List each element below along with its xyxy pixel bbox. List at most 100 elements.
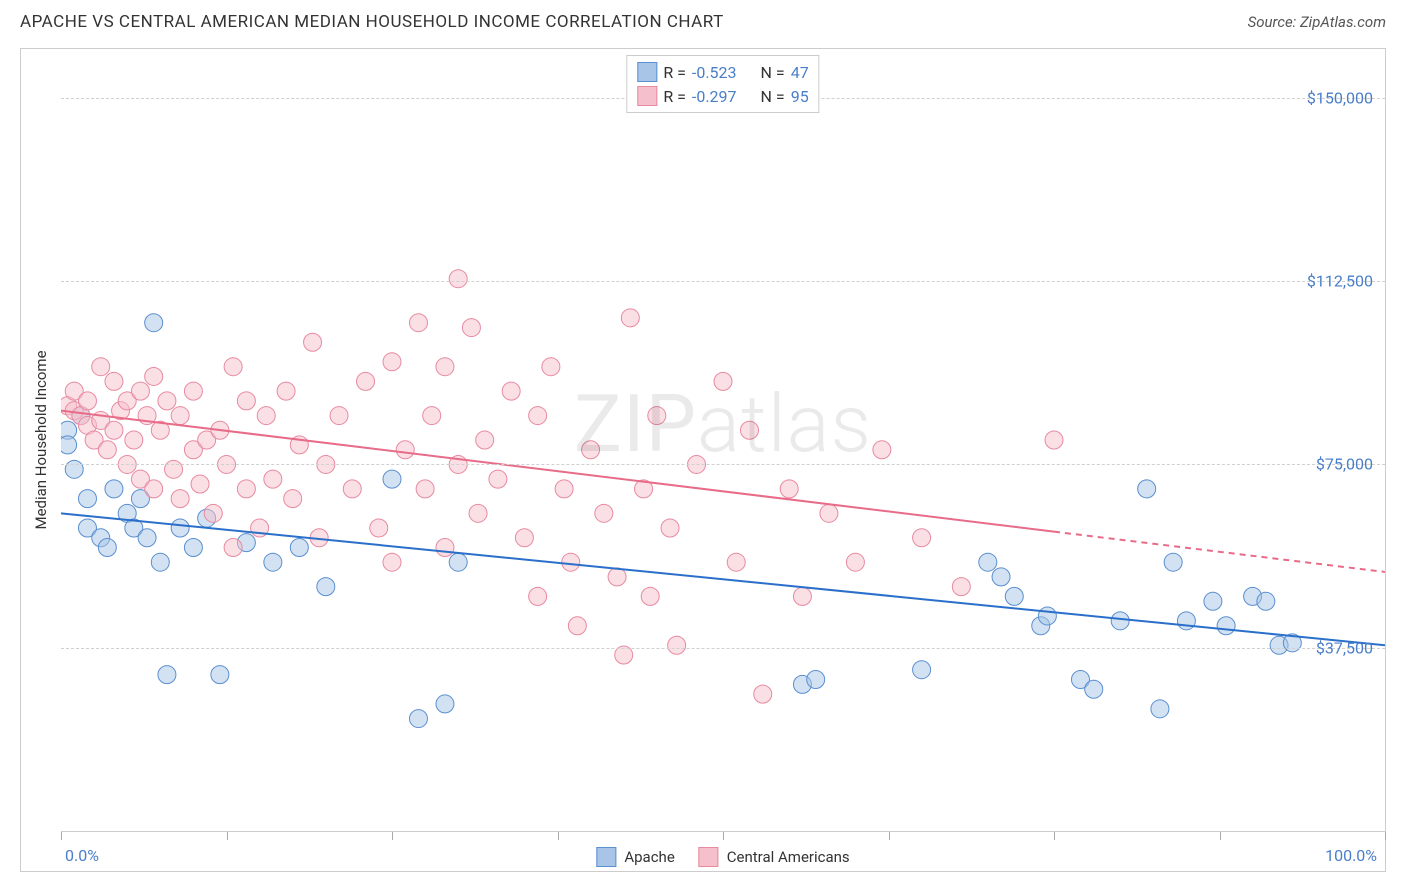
scatter-point <box>489 470 507 488</box>
scatter-point <box>615 646 633 664</box>
series-legend-label: Apache <box>624 848 674 866</box>
scatter-point <box>1151 700 1169 718</box>
x-tick <box>1385 832 1386 840</box>
legend-swatch <box>699 847 719 867</box>
scatter-point <box>1038 607 1056 625</box>
scatter-point <box>1085 680 1103 698</box>
scatter-point <box>846 553 864 571</box>
scatter-point <box>145 314 163 332</box>
scatter-point <box>131 382 149 400</box>
scatter-point <box>125 431 143 449</box>
x-tick <box>227 832 228 840</box>
legend-n-label: N = <box>761 87 785 106</box>
y-tick-label: $150,000 <box>1307 88 1373 107</box>
scatter-point <box>158 392 176 410</box>
scatter-point <box>98 539 116 557</box>
scatter-point <box>648 407 666 425</box>
x-tick <box>392 832 393 840</box>
scatter-point <box>436 539 454 557</box>
scatter-point <box>343 480 361 498</box>
scatter-point <box>409 710 427 728</box>
scatter-point <box>1111 612 1129 630</box>
gridline-h <box>61 648 1385 649</box>
scatter-point <box>436 695 454 713</box>
chart-container: Median Household Income ZIPatlas R =-0.5… <box>20 48 1386 872</box>
scatter-point <box>257 407 275 425</box>
scatter-point <box>416 480 434 498</box>
scatter-point <box>469 504 487 522</box>
scatter-point <box>165 460 183 478</box>
scatter-point <box>396 441 414 459</box>
x-tick <box>889 832 890 840</box>
plot-area: ZIPatlas R =-0.523N =47R =-0.297N =95 $3… <box>61 49 1385 831</box>
scatter-point <box>105 480 123 498</box>
legend-r-value: -0.523 <box>692 63 737 82</box>
scatter-point <box>171 490 189 508</box>
scatter-point <box>714 372 732 390</box>
scatter-point <box>641 587 659 605</box>
scatter-point <box>317 578 335 596</box>
y-tick-label: $37,500 <box>1316 638 1373 657</box>
scatter-point <box>661 519 679 537</box>
correlation-legend: R =-0.523N =47R =-0.297N =95 <box>626 55 819 113</box>
scatter-point <box>449 270 467 288</box>
scatter-point <box>383 353 401 371</box>
scatter-point <box>78 490 96 508</box>
series-legend-label: Central Americans <box>727 848 850 866</box>
scatter-point <box>502 382 520 400</box>
y-tick-label: $75,000 <box>1316 455 1373 474</box>
legend-r-value: -0.297 <box>692 87 737 106</box>
gridline-h <box>61 464 1385 465</box>
scatter-point <box>1164 553 1182 571</box>
scatter-point <box>807 670 825 688</box>
scatter-point <box>462 319 480 337</box>
x-axis: 0.0% 100.0% ApacheCentral Americans <box>61 831 1385 871</box>
gridline-h <box>61 281 1385 282</box>
scatter-point <box>568 617 586 635</box>
scatter-point <box>171 519 189 537</box>
scatter-point <box>211 666 229 684</box>
scatter-point <box>562 553 580 571</box>
legend-swatch <box>637 86 657 106</box>
legend-swatch <box>596 847 616 867</box>
legend-r-label: R = <box>663 63 686 82</box>
source-attribution: Source: ZipAtlas.com <box>1248 13 1386 31</box>
y-axis-label: Median Household Income <box>32 350 50 529</box>
scatter-point <box>98 441 116 459</box>
scatter-point <box>284 490 302 508</box>
y-axis-label-container: Median Household Income <box>21 49 61 831</box>
scatter-point <box>979 553 997 571</box>
trend-line <box>61 513 1385 645</box>
scatter-point <box>1045 431 1063 449</box>
scatter-point <box>105 372 123 390</box>
x-tick <box>558 832 559 840</box>
x-tick <box>1054 832 1055 840</box>
scatter-point <box>237 392 255 410</box>
scatter-point <box>582 441 600 459</box>
scatter-point <box>727 553 745 571</box>
scatter-point <box>515 529 533 547</box>
scatter-point <box>145 367 163 385</box>
scatter-point <box>595 504 613 522</box>
scatter-point <box>191 475 209 493</box>
scatter-point <box>608 568 626 586</box>
scatter-point <box>304 333 322 351</box>
scatter-point <box>224 358 242 376</box>
scatter-point <box>913 529 931 547</box>
scatter-point <box>820 504 838 522</box>
scatter-point <box>264 553 282 571</box>
series-legend: Apache Central Americans <box>596 847 849 867</box>
legend-n-label: N = <box>761 63 785 82</box>
scatter-point <box>204 504 222 522</box>
scatter-point <box>184 382 202 400</box>
scatter-point <box>1177 612 1195 630</box>
scatter-point <box>151 553 169 571</box>
scatter-point <box>357 372 375 390</box>
scatter-point <box>1138 480 1156 498</box>
scatter-point <box>449 553 467 571</box>
x-tick <box>61 832 62 840</box>
scatter-point <box>529 587 547 605</box>
scatter-point <box>1005 587 1023 605</box>
scatter-point <box>436 358 454 376</box>
chart-title: APACHE VS CENTRAL AMERICAN MEDIAN HOUSEH… <box>20 12 724 32</box>
